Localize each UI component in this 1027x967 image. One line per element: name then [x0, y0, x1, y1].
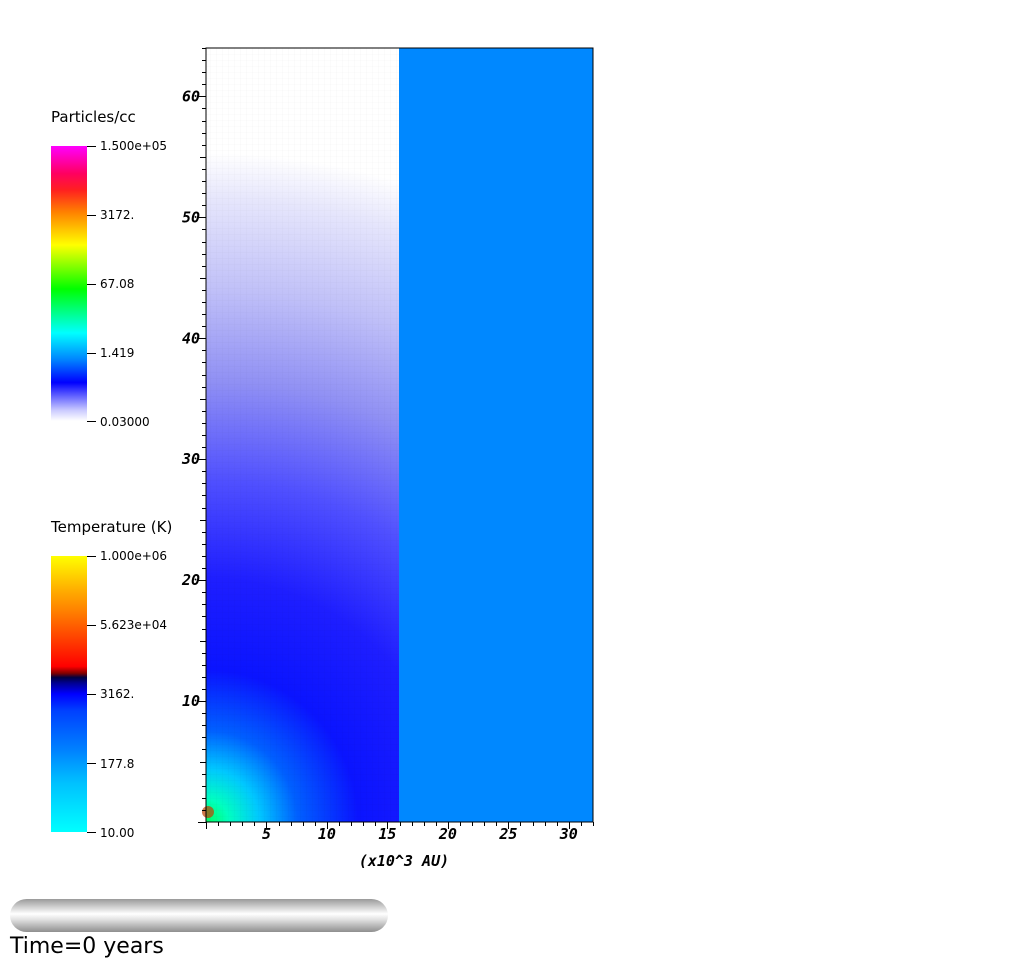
density-label: 1.419	[100, 346, 135, 360]
y-tick-label: 60	[182, 87, 200, 105]
x-tick-label: 30	[559, 825, 578, 843]
temperature-tick	[87, 832, 96, 833]
temperature-label: 177.8	[100, 757, 135, 771]
y-tick-label: 10	[182, 692, 200, 710]
y-tick-label: 20	[181, 571, 200, 589]
density-label: 3172.	[100, 208, 135, 222]
x-tick-label: 15	[378, 825, 396, 843]
time-progress-bar[interactable]	[10, 899, 388, 932]
density-tick	[87, 353, 96, 354]
y-tick-label: 50	[182, 208, 200, 226]
density-tick	[87, 215, 96, 216]
core-marker	[202, 806, 214, 818]
temperature-label: 3162.	[100, 687, 135, 701]
density-grid	[206, 48, 399, 822]
y-tick-label: 40	[182, 329, 200, 347]
x-axis: 5 10 15 20 25 30	[206, 822, 594, 843]
density-label: 1.500e+05	[100, 139, 168, 153]
x-axis-label: (x10^3 AU)	[359, 852, 449, 870]
x-tick-label: 20	[438, 825, 457, 843]
x-tick-label: 5	[262, 825, 271, 843]
density-label: 0.03000	[100, 415, 150, 429]
temperature-colorbar-title: Temperature (K)	[51, 518, 173, 536]
temperature-tick	[87, 625, 96, 626]
temperature-tick	[87, 694, 96, 695]
y-tick-label: 30	[181, 450, 200, 468]
time-label: Time=0 years	[10, 934, 164, 959]
temperature-label: 10.00	[100, 826, 135, 840]
x-tick-label: 10	[318, 825, 336, 843]
y-axis: 10 20 30 40 50 60	[181, 48, 206, 823]
density-colorbar	[51, 146, 87, 421]
x-tick-label: 25	[498, 825, 517, 843]
temperature-panel	[399, 48, 593, 822]
temperature-colorbar	[51, 556, 87, 832]
density-colorbar-title: Particles/cc	[51, 108, 136, 126]
density-tick	[87, 421, 96, 422]
temperature-tick	[87, 556, 96, 557]
density-tick	[87, 146, 96, 147]
temperature-tick	[87, 763, 96, 764]
density-tick	[87, 284, 96, 285]
density-label: 67.08	[100, 277, 135, 291]
temperature-label: 1.000e+06	[100, 549, 168, 563]
temperature-label: 5.623e+04	[100, 618, 168, 632]
